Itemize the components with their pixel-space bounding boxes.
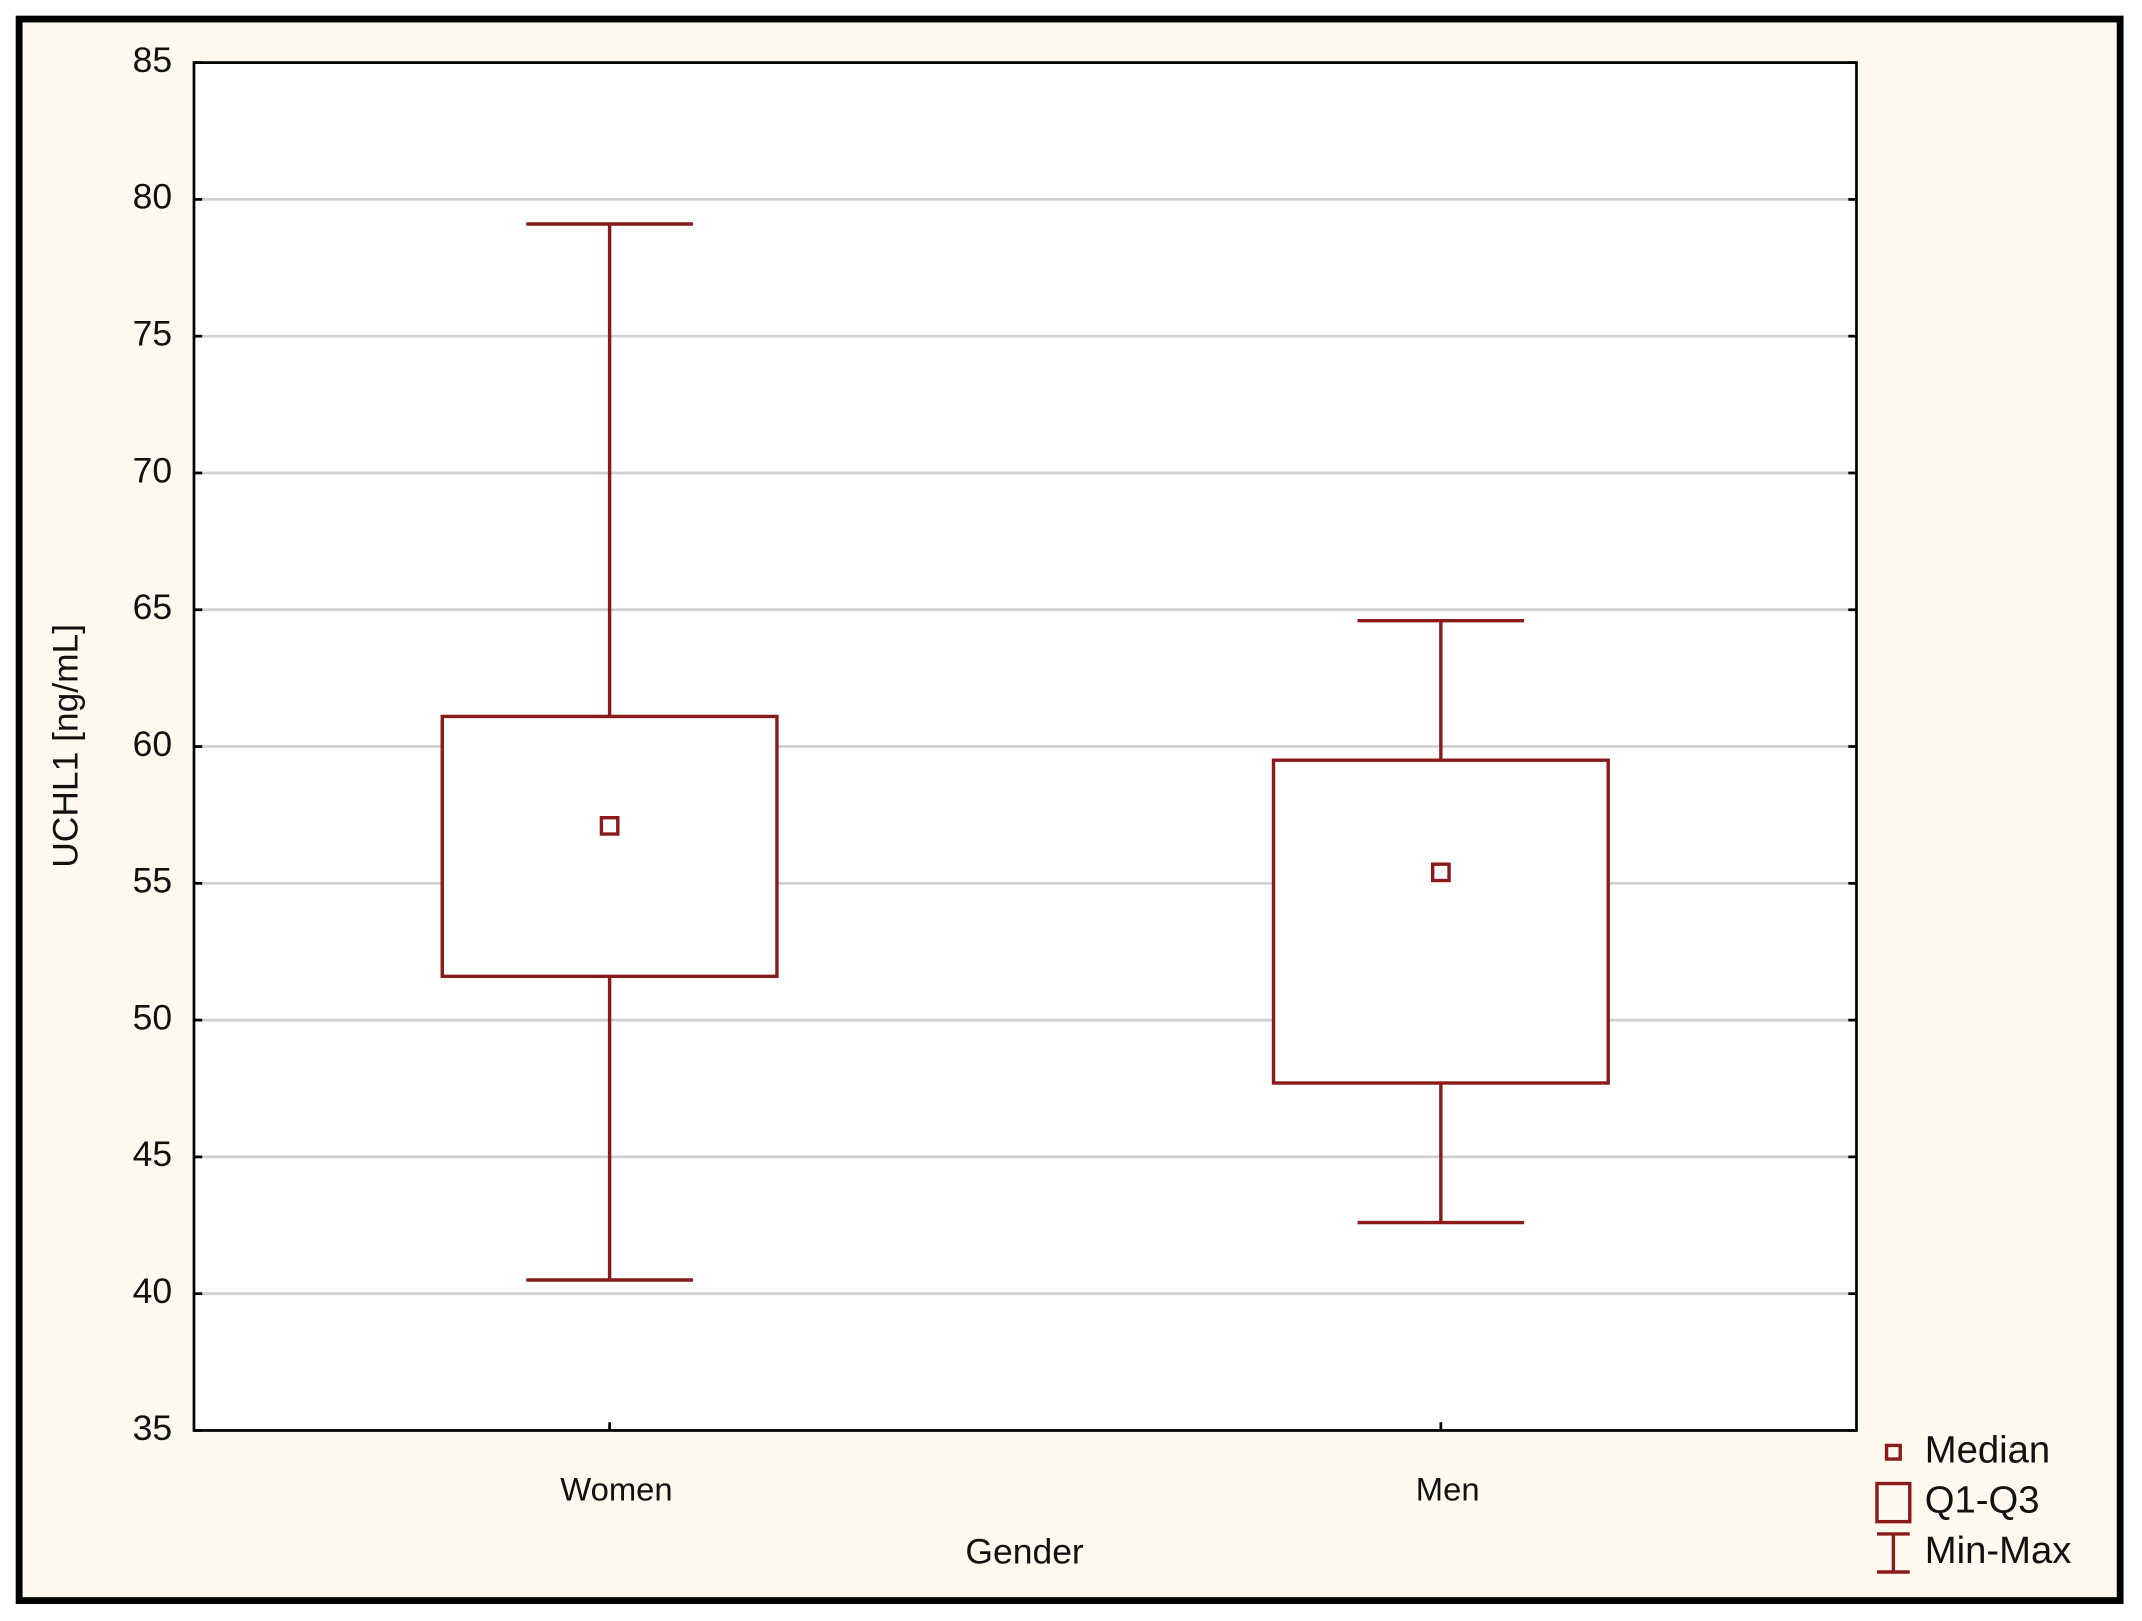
y-tick-label: 60 bbox=[133, 724, 172, 764]
x-tick-label: Women bbox=[560, 1470, 672, 1507]
x-tick-label: Men bbox=[1416, 1470, 1480, 1507]
y-tick-label: 40 bbox=[133, 1271, 172, 1311]
y-tick-label: 80 bbox=[133, 177, 172, 217]
legend-label: Min-Max bbox=[1925, 1529, 2072, 1572]
box bbox=[1271, 758, 1610, 1085]
y-axis-label: UCHL1 [ng/mL] bbox=[46, 624, 86, 868]
legend-label: Q1-Q3 bbox=[1925, 1479, 2040, 1522]
x-axis-label: Gender bbox=[965, 1532, 1084, 1572]
plot-border bbox=[192, 61, 1858, 1432]
legend: Median Q1-Q3 Min-Max bbox=[1875, 1428, 2072, 1574]
marks: Women Men bbox=[440, 222, 1610, 1507]
y-tick-label: 45 bbox=[133, 1134, 172, 1174]
y-tick-label: 70 bbox=[133, 450, 172, 490]
y-tick-label: 55 bbox=[133, 861, 172, 901]
y-tick-label: 75 bbox=[133, 314, 172, 354]
box bbox=[440, 714, 779, 979]
y-tick-label: 85 bbox=[133, 40, 172, 80]
y-tick-label: 50 bbox=[133, 998, 172, 1038]
legend-label: Median bbox=[1925, 1428, 2050, 1471]
median bbox=[1430, 862, 1451, 883]
y-tick-label: 65 bbox=[133, 587, 172, 627]
median bbox=[599, 815, 620, 836]
legend-median-icon bbox=[1884, 1443, 1902, 1461]
y-tick-label: 35 bbox=[133, 1408, 172, 1448]
legend-box-icon bbox=[1875, 1481, 1912, 1524]
